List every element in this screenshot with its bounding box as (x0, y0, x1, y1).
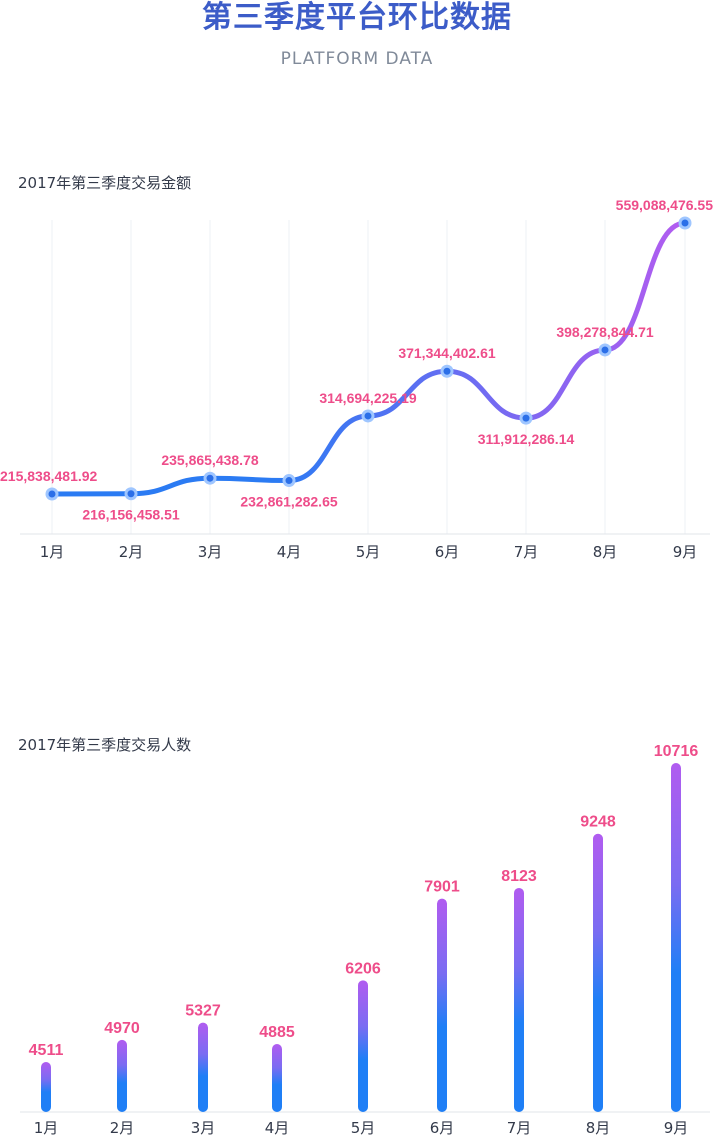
data-point (124, 487, 138, 501)
data-point (598, 343, 612, 357)
page-subtitle: PLATFORM DATA (280, 49, 434, 69)
x-tick-label: 2月 (119, 543, 144, 561)
data-point-dot (48, 490, 56, 498)
grid-lines (51, 220, 686, 534)
bar (437, 898, 447, 1112)
data-point-dot (364, 412, 372, 420)
data-point-dot (522, 414, 530, 422)
data-label: 216,156,458.51 (82, 507, 180, 523)
bar (358, 980, 368, 1112)
bar (671, 763, 681, 1112)
x-tick-label: 8月 (586, 1119, 611, 1136)
x-tick-label: 7月 (514, 543, 539, 561)
data-label: 398,278,844.71 (556, 324, 654, 340)
x-tick-label: 4月 (277, 543, 302, 561)
data-point (678, 216, 692, 230)
line-chart-title: 2017年第三季度交易金额 (18, 174, 192, 192)
x-tick-label: 8月 (593, 543, 618, 561)
data-point (282, 474, 296, 488)
data-label: 4885 (259, 1024, 295, 1041)
data-point (203, 471, 217, 485)
data-point (45, 487, 59, 501)
x-tick-label: 6月 (435, 543, 460, 561)
x-tick-label: 1月 (34, 1119, 59, 1136)
x-tick-label: 7月 (507, 1119, 532, 1136)
data-label: 371,344,402.61 (398, 345, 496, 361)
data-label: 5327 (185, 1003, 221, 1020)
data-label: 10716 (654, 743, 699, 760)
transaction-users-bar-chart: 4511 4970 5327 4885 6206 7901 8123 9248 10716 1月 2… (20, 743, 710, 1136)
data-point-dot (285, 477, 293, 485)
bar (41, 1062, 51, 1112)
data-point-dot (206, 474, 214, 482)
x-tick-label: 3月 (191, 1119, 216, 1136)
data-label: 7901 (424, 879, 460, 896)
data-point-dot (681, 219, 689, 227)
x-tick-label: 1月 (40, 543, 65, 561)
bar (514, 887, 524, 1112)
data-label: 4970 (104, 1020, 140, 1037)
data-label: 8123 (501, 868, 537, 885)
data-label: 232,861,282.65 (240, 494, 338, 510)
data-label: 9248 (580, 814, 616, 831)
data-point (361, 409, 375, 423)
page-title: 第三季度平台环比数据 (202, 0, 512, 35)
data-label: 314,694,225.19 (319, 390, 417, 406)
x-tick-label: 6月 (430, 1119, 455, 1136)
data-point (519, 411, 533, 425)
data-point-dot (601, 346, 609, 354)
x-tick-label: 5月 (356, 543, 381, 561)
data-label: 311,912,286.14 (478, 431, 575, 447)
bar (117, 1039, 127, 1112)
data-label: 559,088,476.55 (616, 197, 714, 213)
data-label: 235,865,438.78 (161, 452, 259, 468)
data-label: 4511 (29, 1042, 64, 1059)
bar (272, 1043, 282, 1112)
x-tick-label: 3月 (198, 543, 223, 561)
x-tick-label: 2月 (110, 1119, 135, 1136)
data-point (440, 364, 454, 378)
bar (593, 833, 603, 1112)
x-tick-label: 9月 (664, 1119, 689, 1136)
bar (198, 1022, 208, 1112)
data-label: 215,838,481.92 (0, 468, 98, 484)
x-tick-label: 5月 (351, 1119, 376, 1136)
x-tick-label: 4月 (265, 1119, 290, 1136)
data-label: 6206 (345, 960, 381, 977)
transaction-amount-line-chart: 215,838,481.92 216,156,458.51 235,865,438.… (0, 197, 714, 561)
data-point-dot (443, 367, 451, 375)
bar-chart-title: 2017年第三季度交易人数 (18, 736, 192, 754)
x-tick-label: 9月 (673, 543, 698, 561)
data-point-dot (127, 490, 135, 498)
